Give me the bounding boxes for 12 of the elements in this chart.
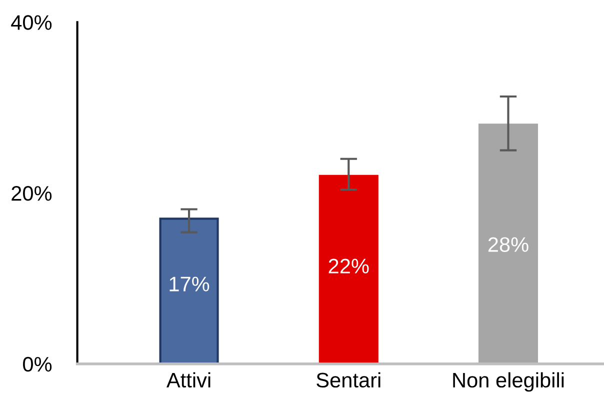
x-tick-label: Non elegibili (453, 372, 564, 392)
x-tick-label: Sentari (316, 372, 380, 388)
bar (478, 124, 538, 364)
y-tick-label: 20% (12, 186, 52, 201)
data-label: 22% (328, 258, 369, 274)
y-tick-label: 40% (11, 15, 52, 30)
bar (318, 174, 378, 364)
x-tick-label: Attivi (166, 372, 210, 388)
y-tick-label: 0% (23, 356, 52, 372)
data-label: 17% (170, 276, 210, 292)
data-label: 28% (488, 237, 528, 252)
bar (159, 218, 219, 364)
